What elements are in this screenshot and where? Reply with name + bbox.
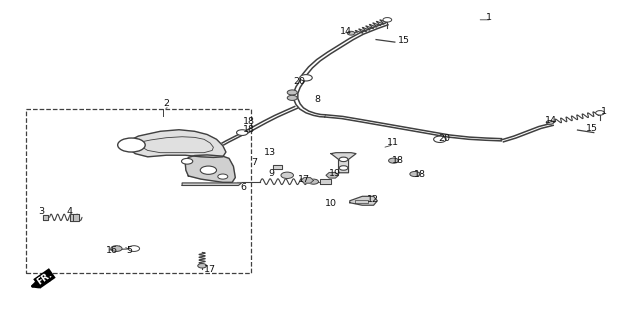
Circle shape [236, 130, 248, 135]
Text: 20: 20 [439, 134, 451, 143]
Text: 1: 1 [485, 13, 492, 22]
Text: 14: 14 [340, 27, 352, 36]
Circle shape [118, 138, 145, 152]
Text: FR.: FR. [35, 270, 54, 287]
Circle shape [287, 90, 297, 95]
Polygon shape [43, 215, 48, 220]
Text: 17: 17 [298, 175, 310, 184]
Text: 2: 2 [164, 100, 169, 108]
Text: 4: 4 [66, 207, 72, 216]
Circle shape [546, 121, 554, 124]
Text: 11: 11 [387, 138, 399, 147]
Circle shape [300, 75, 312, 81]
Polygon shape [326, 172, 339, 178]
Circle shape [198, 264, 206, 268]
Polygon shape [301, 178, 314, 183]
Circle shape [339, 166, 348, 170]
Circle shape [434, 136, 446, 142]
Polygon shape [70, 214, 79, 220]
Circle shape [339, 157, 348, 162]
Circle shape [281, 172, 293, 179]
Text: 17: 17 [204, 265, 216, 274]
Text: 15: 15 [586, 124, 598, 133]
Polygon shape [273, 165, 282, 169]
Circle shape [308, 179, 319, 184]
Circle shape [111, 246, 122, 252]
Circle shape [347, 31, 355, 35]
Text: 8: 8 [315, 95, 321, 104]
Polygon shape [182, 183, 241, 186]
Text: 18: 18 [243, 125, 255, 134]
Polygon shape [185, 155, 235, 182]
Text: 6: 6 [240, 183, 246, 192]
Text: 9: 9 [268, 169, 275, 178]
Circle shape [218, 174, 228, 179]
Circle shape [287, 95, 297, 100]
Text: 3: 3 [38, 207, 45, 216]
Bar [26, 109, 251, 273]
Circle shape [389, 158, 399, 163]
Text: 14: 14 [545, 116, 557, 125]
Polygon shape [126, 130, 226, 157]
Polygon shape [331, 153, 356, 173]
Text: 13: 13 [263, 148, 276, 157]
Text: 20: 20 [293, 76, 305, 85]
Text: 18: 18 [414, 170, 426, 179]
Polygon shape [320, 179, 331, 184]
Text: 18: 18 [392, 156, 404, 165]
Text: 15: 15 [398, 36, 410, 45]
Text: 7: 7 [251, 158, 257, 167]
Text: 5: 5 [126, 246, 132, 255]
Circle shape [596, 111, 604, 115]
Text: 18: 18 [243, 117, 255, 126]
Text: 1: 1 [601, 107, 608, 116]
Circle shape [410, 172, 420, 177]
Circle shape [383, 18, 392, 22]
Circle shape [181, 158, 192, 164]
Circle shape [200, 166, 216, 174]
Text: 10: 10 [325, 199, 337, 208]
Circle shape [129, 246, 140, 252]
Polygon shape [350, 196, 377, 205]
Text: 16: 16 [106, 246, 118, 255]
Text: 19: 19 [329, 169, 341, 178]
Text: 12: 12 [367, 195, 379, 204]
